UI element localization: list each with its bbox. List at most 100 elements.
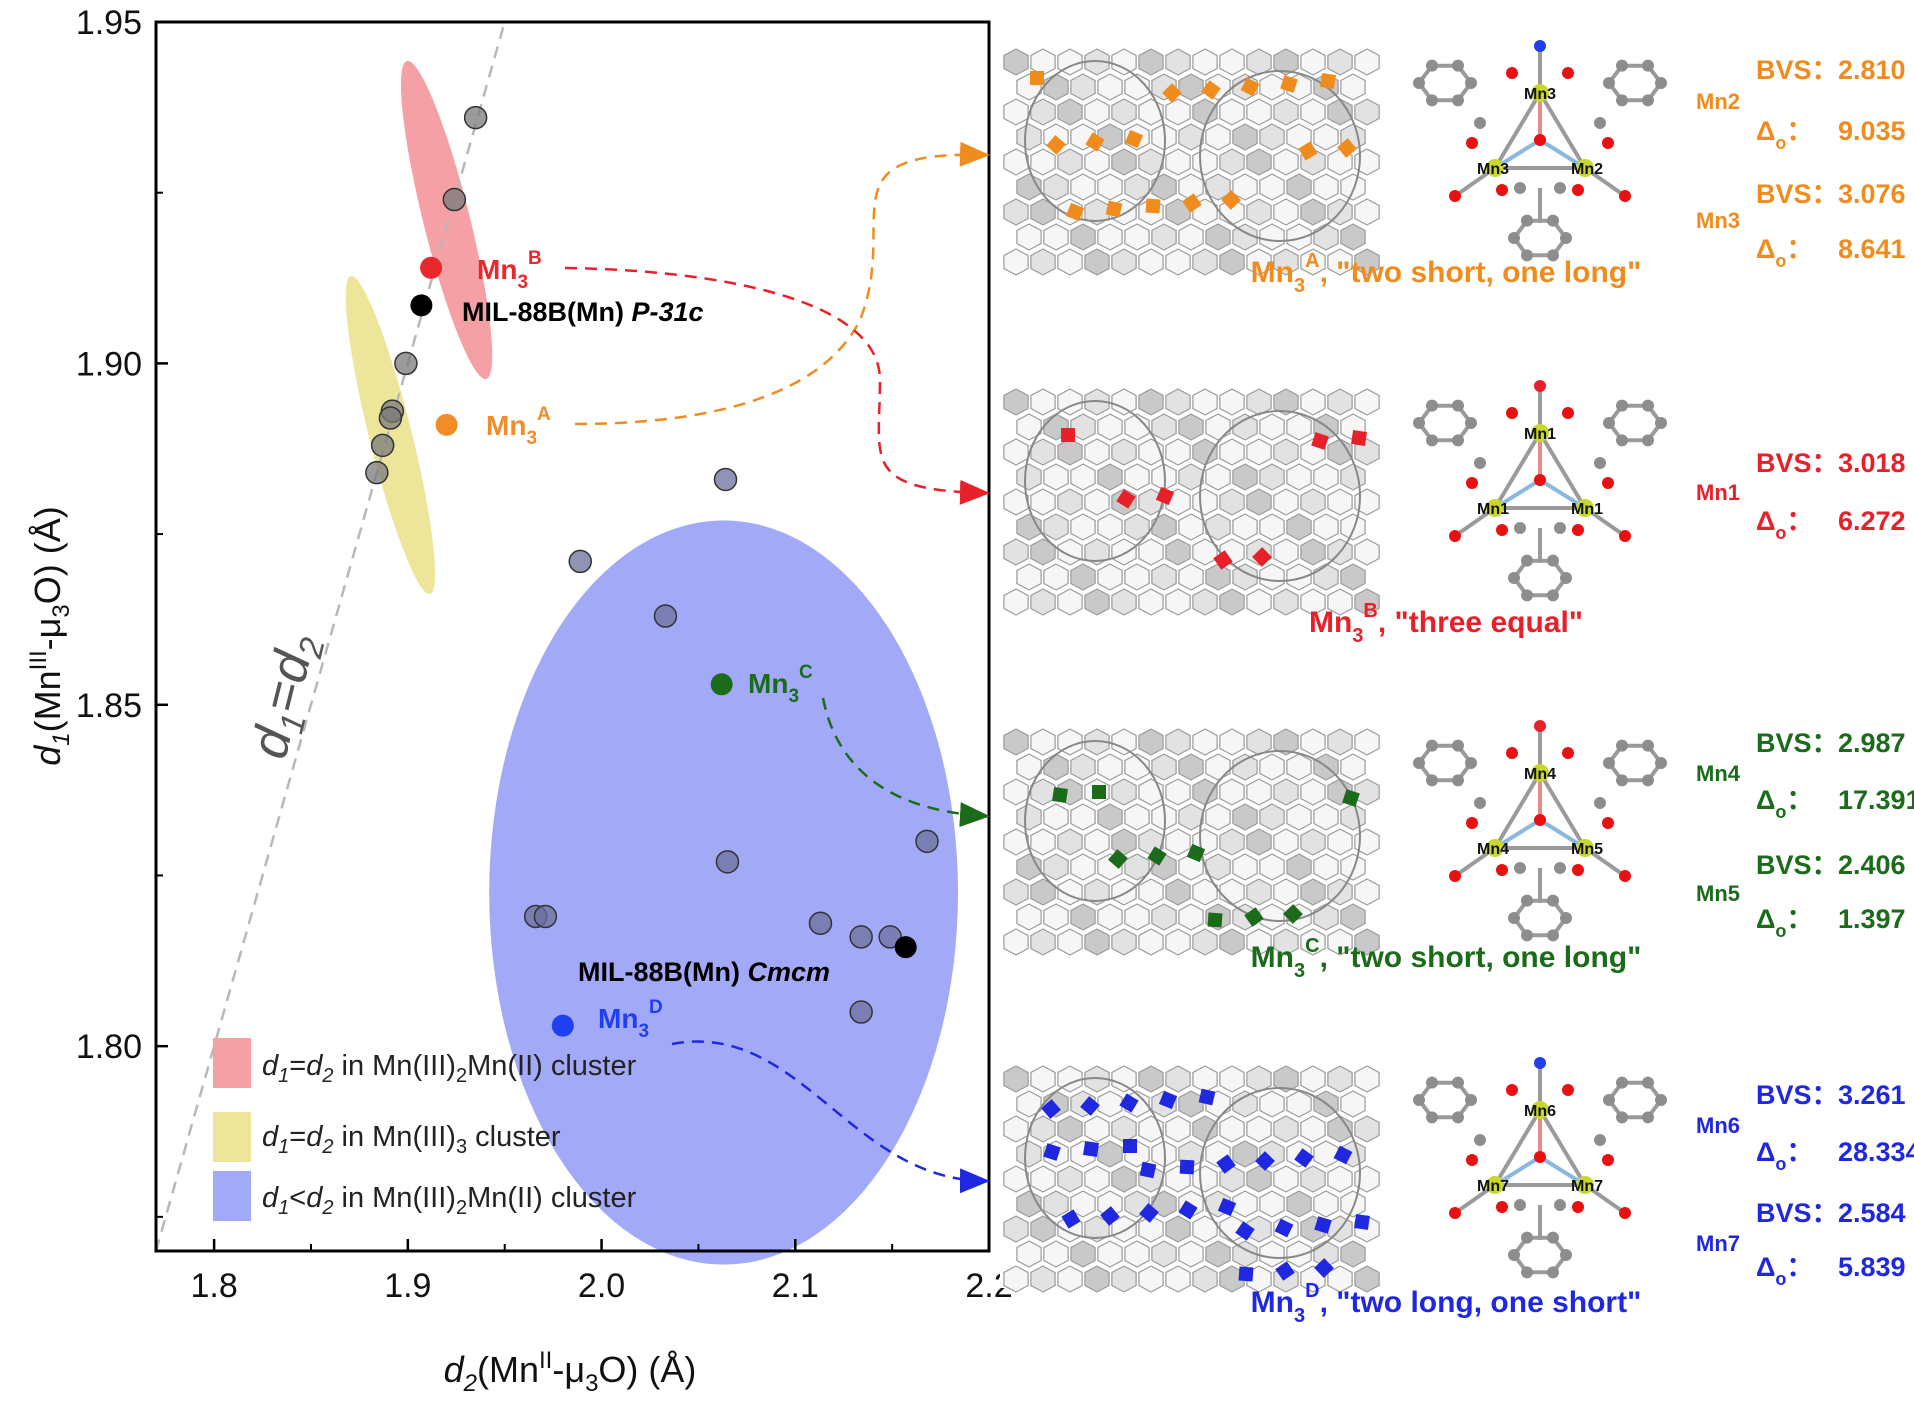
framework-cell bbox=[1219, 1065, 1245, 1093]
framework-cell bbox=[1259, 803, 1285, 831]
mil-c-main: MIL-88B(Mn) bbox=[578, 957, 747, 987]
phenyl-ring bbox=[1606, 63, 1664, 103]
framework-cell bbox=[1111, 1165, 1137, 1193]
delta-value: 1.397 bbox=[1838, 904, 1906, 934]
highlight-point bbox=[435, 413, 458, 436]
framework-cell bbox=[1043, 513, 1069, 541]
data-point bbox=[878, 925, 902, 949]
caption-sub: 3 bbox=[1294, 1305, 1305, 1327]
caption-sup: B bbox=[1363, 600, 1377, 622]
mn3-site bbox=[1238, 1266, 1254, 1282]
framework-cell bbox=[1165, 588, 1191, 616]
delta-colon: ： bbox=[1786, 1252, 1813, 1282]
mn-atom-label: Mn1 bbox=[1524, 426, 1556, 443]
framework-cell bbox=[1084, 928, 1110, 956]
mn3-site bbox=[1080, 1096, 1100, 1116]
framework-cell bbox=[1340, 903, 1366, 931]
framework-cell bbox=[1354, 388, 1380, 416]
carbon-atom bbox=[1474, 457, 1486, 469]
framework-cell bbox=[1354, 248, 1380, 276]
framework-cell bbox=[1030, 778, 1056, 806]
framework-cell bbox=[1327, 828, 1353, 856]
framework-cell bbox=[1259, 1090, 1285, 1118]
mn3-site bbox=[1061, 1209, 1081, 1229]
yl-sup: III bbox=[25, 650, 52, 670]
mn-atom-label: Mn4 bbox=[1477, 841, 1509, 858]
framework-cell bbox=[1340, 73, 1366, 101]
delta-colon: ： bbox=[1786, 1137, 1813, 1167]
oxygen-atom bbox=[1496, 524, 1508, 536]
framework-cell bbox=[1300, 98, 1326, 126]
mn3-site bbox=[1108, 849, 1128, 869]
oxygen-atom bbox=[1466, 477, 1478, 489]
framework-cell bbox=[1205, 123, 1231, 151]
bond bbox=[1538, 1108, 1587, 1187]
framework-cell bbox=[1165, 778, 1191, 806]
framework-cell bbox=[1124, 753, 1150, 781]
framework-cell bbox=[1300, 538, 1326, 566]
framework-cell bbox=[1070, 903, 1096, 931]
oxygen-atom bbox=[1619, 530, 1631, 542]
region-blue bbox=[489, 520, 959, 1265]
mn3-cluster-molecule: Mn1 Mn1 Mn1 bbox=[1413, 380, 1667, 602]
phenyl-ring bbox=[1416, 743, 1474, 783]
framework-cell bbox=[1097, 563, 1123, 591]
highlight-point bbox=[894, 936, 917, 959]
framework-cell bbox=[1259, 123, 1285, 151]
data-point bbox=[715, 850, 740, 874]
terminal-ligand-atom bbox=[1534, 1057, 1546, 1069]
framework-cell bbox=[1327, 1115, 1353, 1143]
oxygen-atom bbox=[1466, 817, 1478, 829]
framework-cell bbox=[1192, 98, 1218, 126]
mil-p-italic: P-31c bbox=[631, 297, 703, 327]
framework-cell bbox=[1043, 563, 1069, 591]
framework-cell bbox=[1070, 753, 1096, 781]
mn3-site bbox=[1252, 547, 1272, 567]
framework-cell bbox=[1205, 463, 1231, 491]
framework-cell bbox=[1273, 928, 1299, 956]
mn3-site bbox=[1319, 72, 1337, 90]
framework-cell bbox=[1097, 73, 1123, 101]
delta-row: Δo： 1.397 bbox=[1756, 904, 1906, 941]
carbon-atom bbox=[1514, 522, 1526, 534]
framework-cell bbox=[1097, 223, 1123, 251]
mn-atom bbox=[1576, 159, 1594, 177]
mn-atom-label: Mn5 bbox=[1571, 841, 1603, 858]
oxygen-atom bbox=[1572, 524, 1584, 536]
carbon-atom bbox=[1603, 757, 1615, 769]
y-tick-label: 1.90 bbox=[76, 345, 142, 383]
lg3-s2: 2 bbox=[321, 1197, 333, 1219]
framework-cell bbox=[1003, 878, 1029, 906]
mn-atom-label: Mn2 bbox=[1571, 161, 1603, 178]
framework-cell bbox=[1205, 853, 1231, 881]
framework-cell bbox=[1232, 1190, 1258, 1218]
framework-cell bbox=[1003, 248, 1029, 276]
carbon-atom bbox=[1560, 1249, 1572, 1261]
framework-cell bbox=[1030, 438, 1056, 466]
mn3-site bbox=[1119, 1093, 1139, 1113]
framework-cell bbox=[1192, 1215, 1218, 1243]
region-pink bbox=[400, 60, 493, 380]
framework-cage bbox=[1199, 750, 1361, 922]
lg1-sub: 2 bbox=[456, 1065, 467, 1087]
mn3-site bbox=[1030, 71, 1044, 85]
mn3-site bbox=[1342, 789, 1360, 807]
framework-cell bbox=[1219, 388, 1245, 416]
carbon-atom bbox=[1426, 1111, 1438, 1124]
framework-cell bbox=[1111, 728, 1137, 756]
framework-cell bbox=[1003, 828, 1029, 856]
mn-atom-label: Mn1 bbox=[1477, 501, 1509, 518]
caption-base: Mn bbox=[1251, 941, 1294, 974]
mn3-cluster-molecule: Mn4 Mn4 Mn5 bbox=[1413, 720, 1667, 942]
phenyl-ring bbox=[1606, 1080, 1664, 1120]
framework-cell bbox=[1192, 1065, 1218, 1093]
framework-cell bbox=[1286, 413, 1312, 441]
cluster-regions bbox=[345, 60, 959, 1265]
framework-cell bbox=[1084, 828, 1110, 856]
bond bbox=[1538, 91, 1587, 170]
carbon-atom bbox=[1616, 774, 1628, 787]
framework-cell bbox=[1340, 223, 1366, 251]
framework-cell bbox=[1286, 123, 1312, 151]
framework-cell bbox=[1232, 463, 1258, 491]
mn3-site bbox=[1139, 1203, 1159, 1223]
